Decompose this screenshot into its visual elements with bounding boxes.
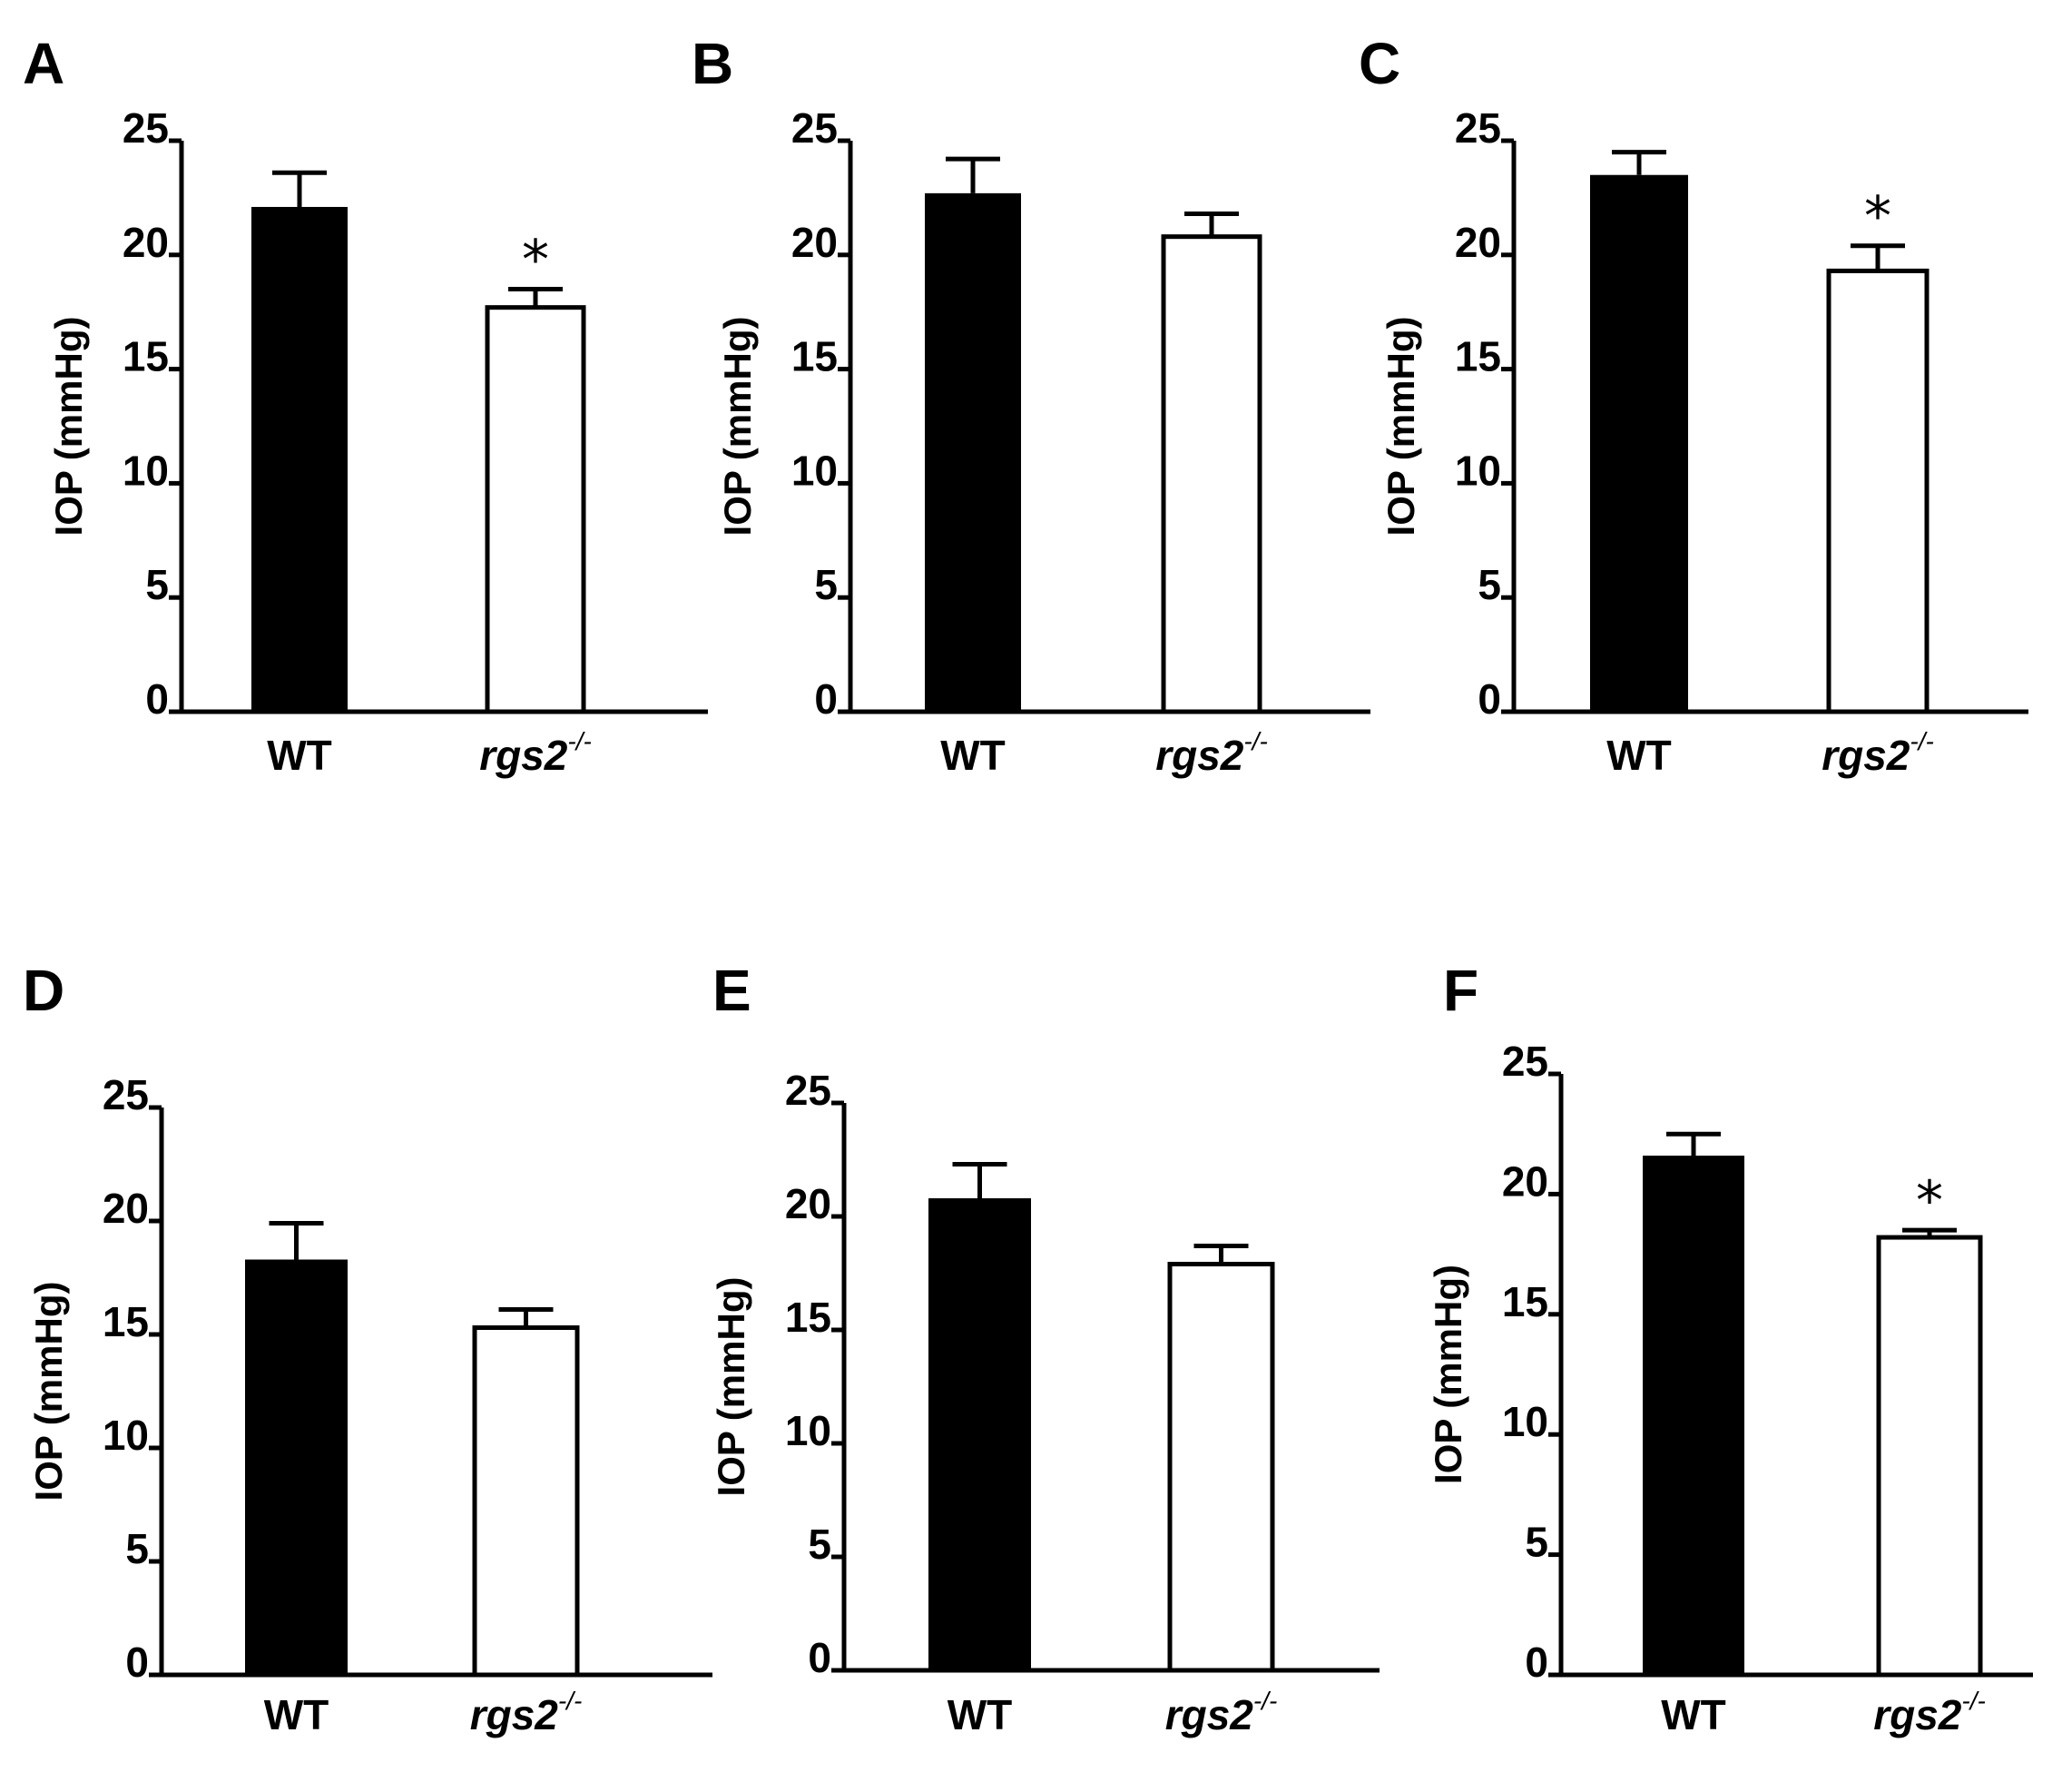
y-tick-label: 25 xyxy=(791,104,838,152)
category-label: rgs2-/- xyxy=(1873,1687,1986,1738)
bar-wt xyxy=(251,206,348,713)
panel-label-A: A xyxy=(23,31,64,96)
y-axis-label: IOP (mmHg) xyxy=(27,1282,70,1501)
category-label: WT xyxy=(267,732,332,779)
bar-rgs2 xyxy=(1161,234,1262,714)
category-label: rgs2-/- xyxy=(1165,1687,1278,1738)
y-tick-label: 15 xyxy=(791,333,838,380)
category-label: rgs2-/- xyxy=(1822,727,1934,779)
y-tick-label: 10 xyxy=(103,1412,149,1459)
y-tick-label: 20 xyxy=(1502,1157,1548,1205)
y-axis-label: IOP (mmHg) xyxy=(1427,1265,1469,1484)
bar-rgs2 xyxy=(1876,1235,1983,1678)
y-tick-label: 20 xyxy=(791,219,838,266)
y-tick-label: 25 xyxy=(123,104,169,152)
panel-E: E 0 5 10 15 20 25 IOP (mmHg) WT rgs2-/- xyxy=(710,958,1380,1738)
category-label: rgs2-/- xyxy=(1155,727,1268,779)
y-tick-label: 10 xyxy=(123,447,169,494)
category-label: rgs2-/- xyxy=(479,727,592,779)
y-tick-label: 0 xyxy=(808,1634,831,1681)
panel-label-C: C xyxy=(1359,31,1400,96)
y-tick-label: 15 xyxy=(123,333,169,380)
y-tick-label: 10 xyxy=(1455,447,1501,494)
bar-wt xyxy=(928,1198,1031,1670)
category-label: WT xyxy=(948,1691,1013,1738)
bar-wt xyxy=(245,1259,348,1675)
y-tick-label: 20 xyxy=(1455,219,1501,266)
y-tick-label: 25 xyxy=(785,1067,831,1114)
y-axis-label: IOP (mmHg) xyxy=(710,1277,752,1497)
bar-wt xyxy=(925,192,1021,713)
panel-B: B 0 5 10 15 20 25 IOP (mmHg) WT rgs2-/- xyxy=(692,31,1370,779)
significance-star: * xyxy=(522,229,549,292)
category-label: WT xyxy=(1606,732,1672,779)
panel-label-B: B xyxy=(692,31,733,96)
y-tick-label: 5 xyxy=(125,1525,149,1572)
y-tick-label: 15 xyxy=(1502,1278,1548,1325)
y-axis-label: IOP (mmHg) xyxy=(1380,317,1422,537)
panel-label-D: D xyxy=(23,958,64,1023)
significance-star: * xyxy=(1916,1169,1943,1233)
y-tick-label: 10 xyxy=(791,447,838,494)
y-tick-label: 20 xyxy=(785,1180,831,1227)
panel-D: D 0 5 10 15 20 25 IOP (mmHg) WT rgs2-/- xyxy=(23,958,712,1738)
y-tick-label: 20 xyxy=(103,1185,149,1232)
significance-star: * xyxy=(1864,185,1891,249)
category-label: WT xyxy=(940,732,1006,779)
panel-C: C 0 5 10 15 20 25 IOP (mmHg) WT rgs2-/- * xyxy=(1359,31,2028,779)
bar-wt xyxy=(1643,1156,1744,1675)
y-tick-label: 10 xyxy=(785,1407,831,1454)
y-tick-label: 0 xyxy=(1478,675,1501,723)
y-tick-label: 15 xyxy=(1455,333,1501,380)
panel-F: F 0 5 10 15 20 25 IOP (mmHg) WT rgs2-/- * xyxy=(1427,958,2033,1738)
y-axis-label: IOP (mmHg) xyxy=(716,317,759,537)
y-tick-label: 5 xyxy=(814,561,838,608)
y-tick-label: 0 xyxy=(125,1639,149,1686)
y-tick-label: 25 xyxy=(103,1071,149,1118)
panel-label-F: F xyxy=(1443,958,1478,1023)
panel-A: A 0 5 10 15 20 25 IOP (mmHg) WT rgs2-/- * xyxy=(23,31,708,779)
y-tick-label: 15 xyxy=(103,1298,149,1345)
panel-label-E: E xyxy=(712,958,751,1023)
y-tick-label: 20 xyxy=(123,219,169,266)
bar-rgs2 xyxy=(1167,1262,1275,1673)
y-tick-label: 5 xyxy=(1478,561,1501,608)
category-label: WT xyxy=(1661,1691,1726,1738)
y-tick-label: 25 xyxy=(1455,104,1501,152)
y-tick-label: 0 xyxy=(814,675,838,723)
bar-rgs2 xyxy=(472,1325,580,1678)
y-tick-label: 5 xyxy=(808,1521,831,1568)
y-tick-label: 15 xyxy=(785,1294,831,1341)
y-tick-label: 5 xyxy=(1525,1519,1548,1566)
bar-wt xyxy=(1590,174,1688,713)
y-tick-label: 0 xyxy=(1525,1639,1548,1686)
y-tick-label: 25 xyxy=(1502,1038,1548,1085)
bar-rgs2 xyxy=(1826,268,1930,714)
y-tick-label: 10 xyxy=(1502,1398,1548,1445)
bar-rgs2 xyxy=(485,305,586,714)
y-tick-label: 0 xyxy=(145,675,169,723)
category-label: rgs2-/- xyxy=(470,1687,583,1738)
y-axis-label: IOP (mmHg) xyxy=(47,317,90,537)
category-label: WT xyxy=(264,1691,329,1738)
y-tick-label: 5 xyxy=(145,561,169,608)
